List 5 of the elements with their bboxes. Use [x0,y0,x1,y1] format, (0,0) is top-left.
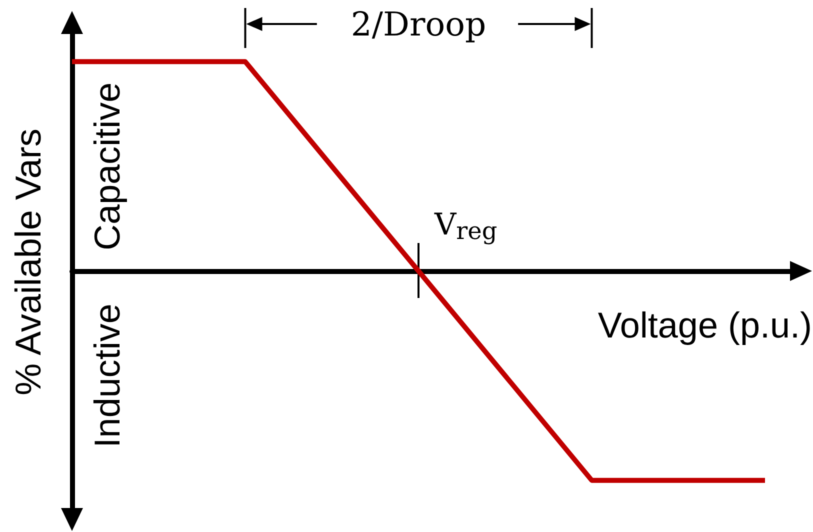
y-axis-title: % Available Vars [8,128,48,396]
annotation: Inductive [86,304,128,448]
text: 2/Droop [350,4,486,44]
x-axis-title: Voltage (p.u.) [598,304,812,346]
annotation: Capacitive [86,82,128,250]
